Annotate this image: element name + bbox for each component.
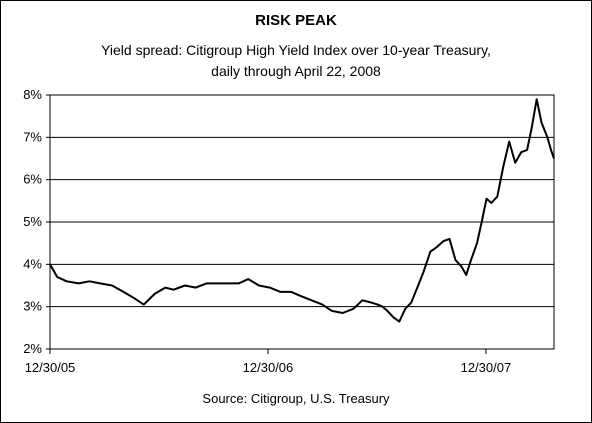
y-tick-label: 5%	[23, 214, 42, 229]
y-axis-ticks: 2% 3% 4% 5% 6% 7% 8%	[23, 87, 50, 356]
y-tick-label: 7%	[23, 129, 42, 144]
y-tick-label: 3%	[23, 299, 42, 314]
y-tick-label: 8%	[23, 87, 42, 102]
x-tick-label: 12/30/05	[25, 360, 76, 375]
source-note: Source: Citigroup, U.S. Treasury	[202, 391, 390, 406]
y-tick-label: 2%	[23, 341, 42, 356]
plot-area-border	[49, 94, 555, 350]
y-tick-label: 4%	[23, 256, 42, 271]
y-tick-label: 6%	[23, 172, 42, 187]
x-axis-ticks: 12/30/05 12/30/06 12/30/07	[25, 349, 512, 375]
chart-title: RISK PEAK	[255, 12, 337, 29]
chart-subtitle-line-1: Yield spread: Citigroup High Yield Index…	[101, 42, 491, 58]
gridlines	[50, 136, 554, 308]
x-tick-label: 12/30/07	[461, 360, 512, 375]
chart-subtitle-line-2: daily through April 22, 2008	[211, 63, 381, 79]
series-group	[49, 98, 555, 323]
x-tick-label: 12/30/06	[243, 360, 294, 375]
spread-series-line	[49, 98, 555, 323]
